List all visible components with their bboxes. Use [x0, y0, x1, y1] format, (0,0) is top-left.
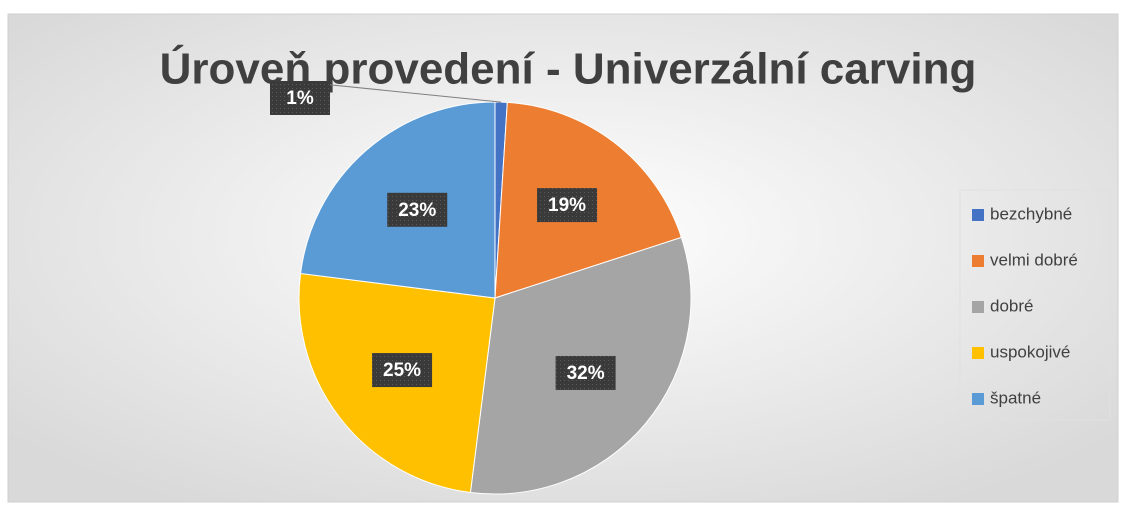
- leader-line: [321, 83, 502, 103]
- legend-label: dobré: [990, 296, 1033, 315]
- legend-box: [959, 189, 1111, 421]
- label-box: [537, 188, 598, 223]
- data-label: 19%: [548, 195, 586, 216]
- legend-label: bezchybné: [990, 204, 1072, 223]
- legend-label: špatné: [990, 388, 1041, 407]
- label-box: [270, 81, 330, 115]
- legend-swatch: [972, 301, 984, 313]
- label-box: [555, 355, 616, 390]
- legend-swatch: [972, 393, 984, 405]
- data-label: 32%: [567, 363, 605, 384]
- data-label: 23%: [398, 200, 436, 221]
- legend-label: velmi dobré: [990, 250, 1078, 269]
- legend-swatch: [972, 347, 984, 359]
- data-label: 25%: [383, 360, 421, 381]
- legend-swatch: [972, 255, 984, 267]
- label-box: [387, 192, 448, 227]
- data-label: 1%: [286, 88, 314, 109]
- legend-label: uspokojivé: [990, 342, 1070, 361]
- label-box: [372, 353, 433, 388]
- legend-swatch: [972, 209, 984, 221]
